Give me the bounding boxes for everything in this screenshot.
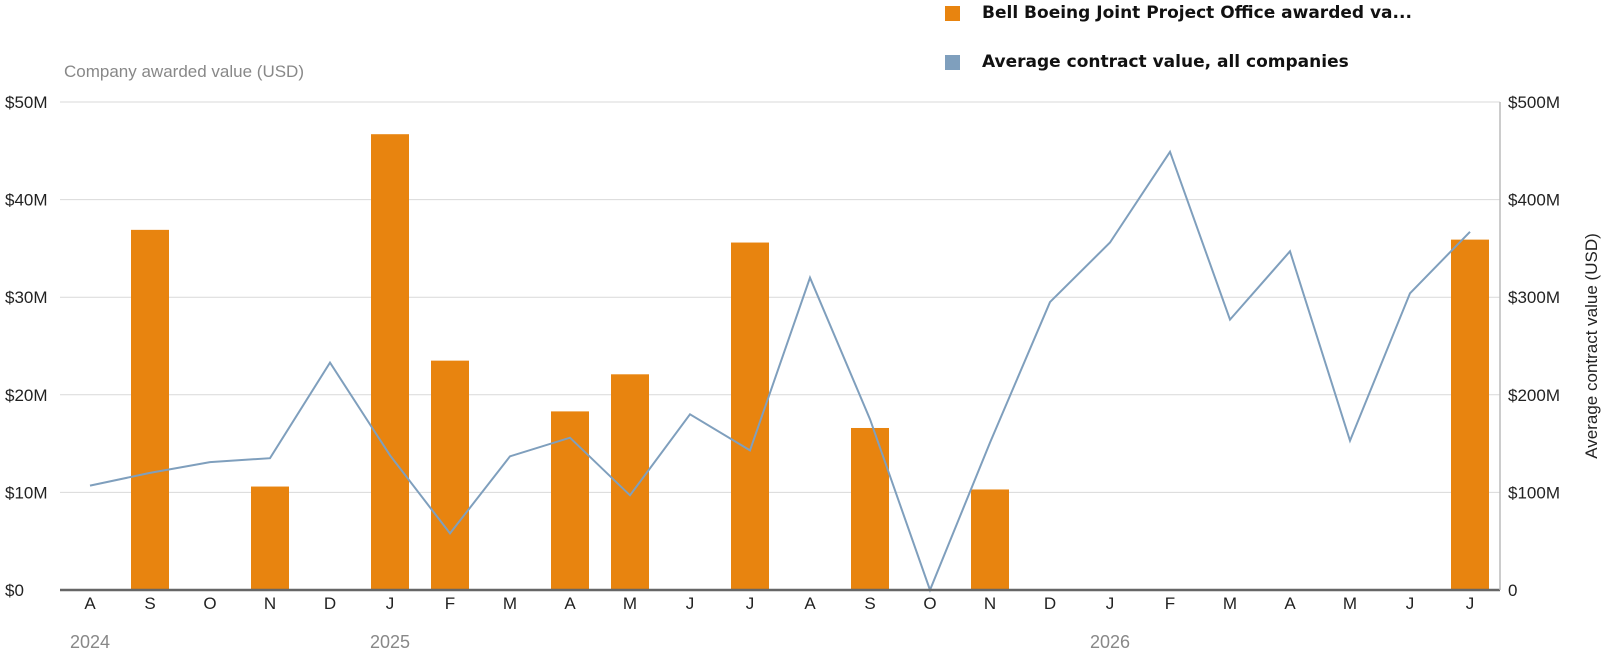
legend-label-bars: Bell Boeing Joint Project Office awarded… [982, 3, 1412, 23]
line-point[interactable] [805, 273, 815, 283]
bar[interactable] [431, 360, 469, 590]
average-contract-line[interactable] [89, 149, 1471, 593]
x-tick-label: A [1284, 594, 1296, 613]
bar-series [131, 134, 1489, 590]
x-tick-label: A [84, 594, 96, 613]
bar[interactable] [131, 229, 169, 590]
y-right-tick-label: $500M [1508, 93, 1560, 112]
gridlines [60, 101, 1500, 493]
line-point[interactable] [985, 438, 995, 448]
x-tick-label: J [1466, 594, 1475, 613]
axes [60, 102, 1501, 592]
y-left-axis-title: Company awarded value (USD) [64, 62, 304, 81]
line-point[interactable] [1345, 436, 1355, 446]
x-tick-label: J [1106, 594, 1115, 613]
x-tick-label: N [984, 594, 996, 613]
y-right-tick-label: $400M [1508, 191, 1560, 210]
line-point[interactable] [505, 451, 515, 461]
x-tick-label: O [203, 594, 216, 613]
line-point[interactable] [445, 528, 455, 538]
line-point[interactable] [85, 481, 95, 491]
x-tick-label: J [686, 594, 695, 613]
bar[interactable] [731, 242, 769, 590]
y-left-tick-label: $30M [5, 288, 48, 307]
line-point[interactable] [385, 450, 395, 460]
x-tick-label: M [623, 594, 637, 613]
y-right-tick-label: $200M [1508, 386, 1560, 405]
line-point[interactable] [1105, 238, 1115, 248]
line-point[interactable] [625, 490, 635, 500]
x-tick-label: J [386, 594, 395, 613]
bar[interactable] [851, 427, 889, 590]
line-point[interactable] [685, 409, 695, 419]
line-series [85, 147, 1475, 593]
x-tick-label: O [923, 594, 936, 613]
line-point[interactable] [145, 468, 155, 478]
line-point[interactable] [1405, 288, 1415, 298]
legend-swatch-line [945, 54, 960, 70]
line-point[interactable] [1225, 315, 1235, 325]
line-point[interactable] [1465, 227, 1475, 237]
line-point[interactable] [325, 358, 335, 368]
x-tick-label: M [1343, 594, 1357, 613]
y-right-tick-label: 0 [1508, 581, 1517, 600]
line-point[interactable] [865, 414, 875, 424]
year-label: 2025 [370, 632, 410, 652]
legend-label-line: Average contract value, all companies [982, 52, 1349, 72]
bar[interactable] [1451, 239, 1489, 590]
x-tick-label: D [324, 594, 336, 613]
y-left-tick-label: $10M [5, 483, 48, 502]
x-tick-label: J [1406, 594, 1415, 613]
line-point[interactable] [1165, 147, 1175, 157]
x-tick-label: A [804, 594, 816, 613]
x-tick-label: S [144, 594, 155, 613]
year-label: 2026 [1090, 632, 1130, 652]
x-tick-label: S [864, 594, 875, 613]
legend-item-bars[interactable]: Bell Boeing Joint Project Office awarded… [945, 3, 1412, 23]
y-left-tick-label: $40M [5, 191, 48, 210]
year-label: 2024 [70, 632, 110, 652]
line-point[interactable] [745, 445, 755, 455]
x-tick-label: M [1223, 594, 1237, 613]
y-left-tick-label: $20M [5, 386, 48, 405]
line-point[interactable] [1045, 297, 1055, 307]
line-point[interactable] [205, 457, 215, 467]
line-point[interactable] [265, 453, 275, 463]
bar[interactable] [971, 489, 1009, 590]
line-point[interactable] [1285, 246, 1295, 256]
x-tick-label: F [445, 594, 455, 613]
line-point[interactable] [565, 433, 575, 443]
axis-labels: $0 0 $10M $100M $20M $200M $30M $300M $40M $400M $… [5, 62, 1601, 652]
y-left-tick-label: $0 [5, 581, 24, 600]
legend-item-line[interactable]: Average contract value, all companies [945, 52, 1349, 72]
y-right-tick-label: $300M [1508, 288, 1560, 307]
y-left-tick-label: $50M [5, 93, 48, 112]
legend-swatch-bars [945, 5, 960, 21]
x-tick-label: M [503, 594, 517, 613]
x-tick-label: D [1044, 594, 1056, 613]
y-right-axis-title: Average contract value (USD) [1582, 233, 1601, 459]
x-tick-label: J [746, 594, 755, 613]
x-tick-label: F [1165, 594, 1175, 613]
y-right-tick-label: $100M [1508, 483, 1560, 502]
x-tick-label: N [264, 594, 276, 613]
bar[interactable] [251, 486, 289, 590]
x-tick-label: A [564, 594, 576, 613]
bar[interactable] [371, 134, 409, 590]
